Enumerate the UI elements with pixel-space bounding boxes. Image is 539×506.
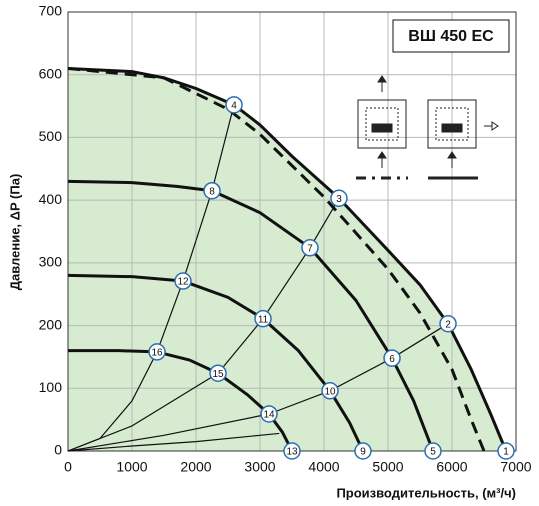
point-marker <box>301 239 319 257</box>
point-label: 4 <box>231 100 237 111</box>
y-tick-label: 0 <box>54 442 62 458</box>
y-tick-label: 400 <box>39 191 63 207</box>
point-marker <box>148 343 166 361</box>
point-marker <box>225 96 243 114</box>
y-axis-label: Давление, ΔP (Па) <box>7 174 22 291</box>
x-tick-label: 0 <box>64 459 72 475</box>
point-marker <box>354 442 372 460</box>
point-label: 12 <box>177 277 189 288</box>
curve <box>67 179 435 452</box>
point-marker <box>254 309 272 328</box>
x-tick-label: 3000 <box>244 459 275 475</box>
point-marker <box>174 272 192 290</box>
x-tick-label: 4000 <box>308 459 339 475</box>
point-label: 7 <box>307 243 313 254</box>
point-marker <box>497 442 515 460</box>
point-marker <box>321 382 339 400</box>
point-label: 6 <box>389 354 395 365</box>
x-tick-label: 1000 <box>116 459 147 475</box>
point-label: 8 <box>209 186 215 197</box>
point-label: 15 <box>212 369 224 380</box>
point-label: 14 <box>263 410 275 421</box>
point-label: 16 <box>151 348 163 359</box>
point-marker <box>439 314 457 333</box>
curve <box>67 66 486 452</box>
point-marker <box>203 181 221 200</box>
plot-area: 0 1000 2000 3000 4000 5000 6000 7000 0 100 200 300 4… <box>39 3 532 475</box>
point-label: 2 <box>445 319 451 330</box>
x-tick-label: 7000 <box>500 459 531 475</box>
point-marker <box>209 364 227 382</box>
point-marker <box>283 442 301 460</box>
chart-title: ВШ 450 EC <box>408 28 494 45</box>
point-label: 3 <box>336 194 342 205</box>
point-label: 10 <box>324 386 336 397</box>
x-tick-label: 2000 <box>180 459 211 475</box>
point-label: 1 <box>503 447 509 458</box>
point-marker <box>330 189 348 208</box>
curve <box>67 323 449 452</box>
point-marker <box>424 442 442 460</box>
y-tick-label: 500 <box>39 128 63 144</box>
x-tick-label: 5000 <box>372 459 403 475</box>
title-box <box>392 19 510 53</box>
y-tick-label: 700 <box>39 3 63 19</box>
point-label: 5 <box>430 447 436 458</box>
installation-icons <box>356 75 499 180</box>
curve <box>67 197 340 452</box>
curve <box>67 432 280 452</box>
point-label: 9 <box>360 447 366 458</box>
point-label: 13 <box>286 447 298 458</box>
x-axis-label: Производительность, (м³/ч) <box>336 485 516 500</box>
y-tick-label: 100 <box>39 379 63 395</box>
y-tick-label: 300 <box>39 254 63 270</box>
point-label: 11 <box>258 314 269 325</box>
point-marker <box>260 405 278 423</box>
y-tick-label: 600 <box>39 65 63 81</box>
y-tick-label: 200 <box>39 316 63 332</box>
operating-area <box>68 68 507 451</box>
point-marker <box>383 349 401 367</box>
x-tick-label: 6000 <box>436 459 467 475</box>
